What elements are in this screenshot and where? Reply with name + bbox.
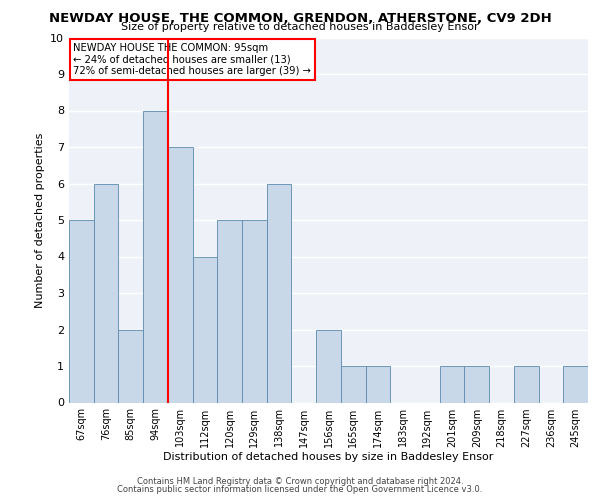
Bar: [365, 366, 390, 403]
Bar: [94, 184, 118, 402]
Bar: [193, 256, 217, 402]
Bar: [242, 220, 267, 402]
Y-axis label: Number of detached properties: Number of detached properties: [35, 132, 44, 308]
Bar: [168, 147, 193, 403]
Text: Contains HM Land Registry data © Crown copyright and database right 2024.: Contains HM Land Registry data © Crown c…: [137, 477, 463, 486]
X-axis label: Distribution of detached houses by size in Baddesley Ensor: Distribution of detached houses by size …: [163, 452, 494, 462]
Text: Contains public sector information licensed under the Open Government Licence v3: Contains public sector information licen…: [118, 485, 482, 494]
Bar: [143, 110, 168, 403]
Bar: [69, 220, 94, 402]
Bar: [267, 184, 292, 402]
Text: Size of property relative to detached houses in Baddesley Ensor: Size of property relative to detached ho…: [121, 22, 479, 32]
Bar: [440, 366, 464, 403]
Bar: [341, 366, 365, 403]
Bar: [316, 330, 341, 402]
Text: NEWDAY HOUSE, THE COMMON, GRENDON, ATHERSTONE, CV9 2DH: NEWDAY HOUSE, THE COMMON, GRENDON, ATHER…: [49, 12, 551, 24]
Bar: [563, 366, 588, 403]
Bar: [217, 220, 242, 402]
Bar: [514, 366, 539, 403]
Bar: [464, 366, 489, 403]
Bar: [118, 330, 143, 402]
Text: NEWDAY HOUSE THE COMMON: 95sqm
← 24% of detached houses are smaller (13)
72% of : NEWDAY HOUSE THE COMMON: 95sqm ← 24% of …: [73, 43, 311, 76]
